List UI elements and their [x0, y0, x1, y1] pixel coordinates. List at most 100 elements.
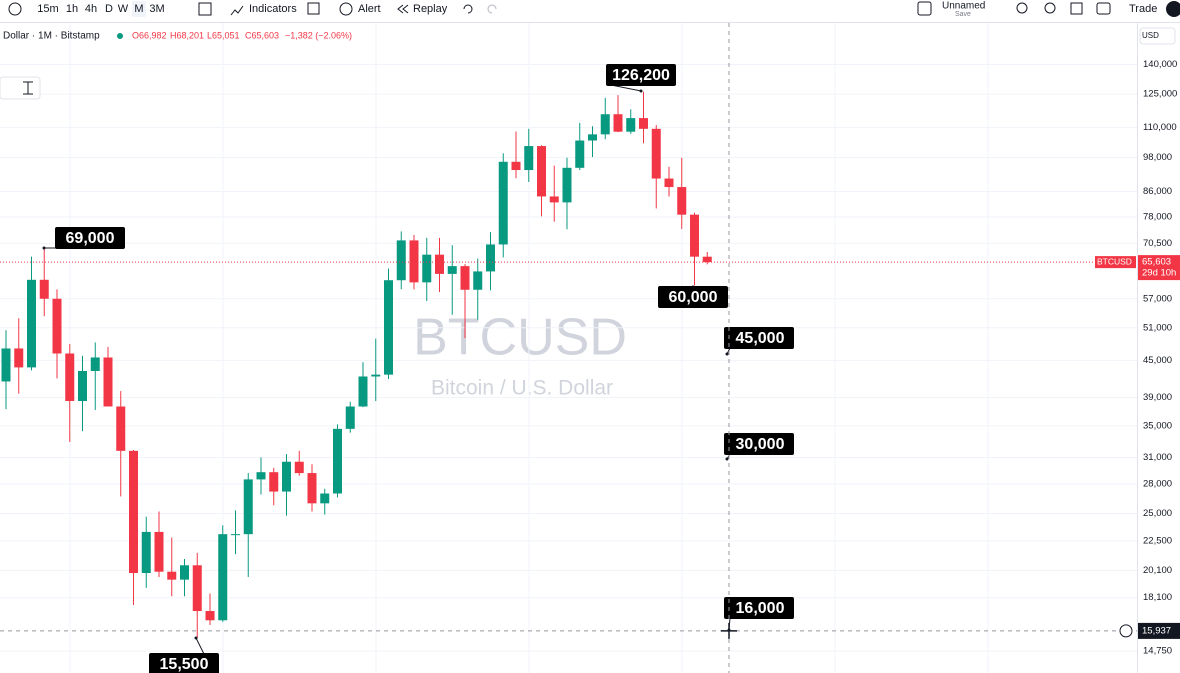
alert-button[interactable]: Alert	[358, 3, 381, 15]
candle-body	[282, 461, 291, 492]
screenshot-icon[interactable]	[1096, 2, 1111, 15]
annotation-anchor	[194, 636, 198, 640]
y-tick-label: 57,000	[1143, 293, 1172, 304]
candle-body	[358, 376, 368, 407]
candle-body	[702, 256, 712, 263]
annotation-label: 45,000	[736, 330, 785, 347]
symbol-tag	[1095, 256, 1136, 269]
indicators-button[interactable]: Indicators	[249, 3, 297, 15]
crosshair-plus[interactable]	[1119, 624, 1133, 638]
candle-body	[333, 428, 342, 494]
add-symbol-icon[interactable]	[8, 2, 22, 16]
annotation-label: 60,000	[669, 289, 718, 306]
candle-body	[511, 161, 521, 171]
candle-body	[243, 479, 253, 535]
candle-body	[1, 348, 11, 382]
candle-body	[396, 240, 406, 281]
candle-body	[65, 353, 75, 402]
candle-body	[218, 534, 228, 621]
candle-body	[460, 266, 470, 290]
annotation-anchor	[725, 352, 729, 356]
candle-body	[52, 298, 62, 354]
candle-body	[626, 118, 636, 132]
candle-body	[575, 140, 585, 168]
chart-type-icon[interactable]	[198, 2, 212, 16]
crosshair-cursor	[721, 622, 737, 639]
indicators-icon[interactable]	[230, 5, 244, 16]
interval-button[interactable]: W	[118, 3, 129, 15]
alert-icon[interactable]	[339, 2, 353, 16]
candle-body	[192, 565, 202, 612]
redo-icon[interactable]	[487, 4, 497, 14]
candle-body	[141, 531, 151, 574]
candle-body	[307, 473, 317, 504]
interval-button[interactable]: 3M	[149, 3, 164, 15]
layout-checkbox[interactable]	[917, 1, 932, 16]
currency-box[interactable]	[1139, 27, 1176, 45]
candle-body	[14, 348, 24, 368]
save-label[interactable]: Save	[955, 11, 971, 18]
text-tool-icon[interactable]	[23, 81, 33, 95]
candle-body	[371, 374, 381, 377]
legend-change: −1,382 (−2.06%)	[285, 30, 352, 40]
publish-button[interactable]	[1166, 1, 1180, 17]
legend-low: L65,051	[207, 30, 240, 40]
symbol-tag-label: BTCUSD	[1097, 256, 1132, 266]
annotation-anchor	[725, 457, 729, 461]
candle-body	[537, 146, 546, 197]
active-interval[interactable]	[132, 1, 146, 17]
candle-body	[486, 244, 495, 272]
legend-open: O66,982	[132, 30, 167, 40]
candle-body	[78, 370, 87, 402]
y-tick-label: 78,000	[1143, 212, 1172, 223]
last-price-tag	[1138, 255, 1180, 281]
y-tick-label: 25,000	[1143, 508, 1172, 519]
crosshair-price-tag	[1138, 622, 1180, 639]
annotation-box	[606, 64, 676, 86]
undo-icon[interactable]	[463, 4, 473, 14]
annotation-box	[658, 286, 728, 308]
y-tick-label: 51,000	[1143, 322, 1172, 333]
candle-body	[39, 279, 49, 299]
annotation-label: 15,500	[160, 656, 209, 673]
trade-button[interactable]: Trade	[1129, 3, 1157, 15]
interval-button[interactable]: M	[134, 3, 143, 15]
candle-body	[180, 565, 189, 580]
interval-button[interactable]: 1h	[66, 3, 78, 15]
candle-body	[167, 571, 177, 580]
candle-body	[129, 450, 138, 574]
fullscreen-icon[interactable]	[1070, 2, 1083, 15]
layout-name[interactable]: Unnamed	[942, 1, 985, 12]
replay-icon[interactable]	[397, 4, 409, 14]
currency-label[interactable]: USD	[1142, 31, 1159, 40]
interval-button[interactable]: 15m	[37, 3, 58, 15]
candle-body	[690, 214, 699, 257]
replay-button[interactable]: Replay	[413, 3, 448, 15]
market-status	[117, 33, 123, 39]
drawing-toolbar[interactable]	[0, 76, 41, 100]
settings-icon[interactable]	[1044, 2, 1056, 14]
layouts-icon[interactable]	[307, 2, 320, 15]
legend-close: C65,603	[245, 30, 279, 40]
legend-symbol: Dollar · 1M · Bitstamp	[3, 31, 100, 42]
search-icon[interactable]	[1016, 2, 1028, 14]
annotation-label: 69,000	[66, 230, 115, 247]
y-tick-label: 14,750	[1143, 646, 1172, 657]
y-tick-label: 22,500	[1143, 536, 1172, 547]
interval-button[interactable]: 4h	[85, 3, 97, 15]
legend-high: H68,201	[170, 30, 204, 40]
watermark-description: Bitcoin / U.S. Dollar	[431, 377, 613, 400]
candle-body	[600, 114, 610, 135]
interval-button[interactable]: D	[105, 3, 113, 15]
candle-body	[613, 114, 623, 132]
candle-body	[664, 178, 674, 188]
candle-body	[677, 187, 687, 215]
y-tick-label: 28,000	[1143, 479, 1172, 490]
candle-body	[103, 357, 113, 407]
annotation-box	[724, 433, 794, 455]
candle-body	[345, 406, 355, 429]
y-tick-label: 140,000	[1143, 59, 1177, 70]
candle-body	[549, 196, 559, 203]
